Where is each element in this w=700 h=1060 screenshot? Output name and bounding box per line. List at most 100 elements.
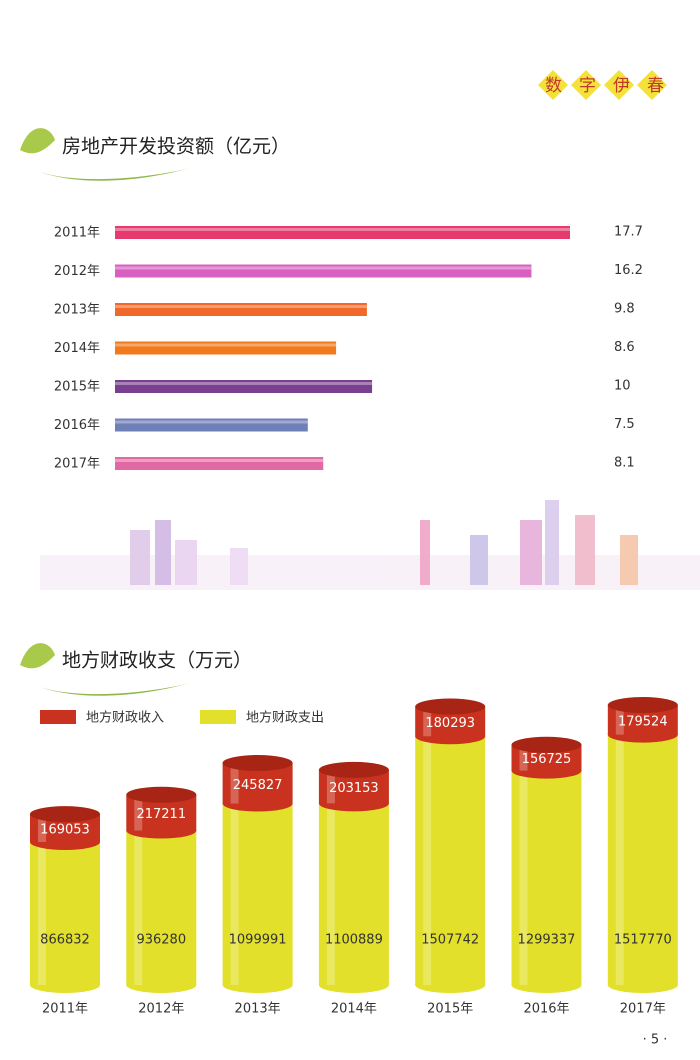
- bar-gloss: [38, 842, 46, 985]
- y-tick-label: 2014年: [54, 341, 100, 356]
- value-label: 866832: [40, 933, 90, 948]
- building: [175, 540, 197, 585]
- building: [545, 500, 559, 585]
- cylinder-cap: [30, 806, 100, 823]
- value-label: 169053: [40, 823, 90, 838]
- bar: [222, 803, 293, 985]
- value-label: 180293: [425, 716, 475, 731]
- building: [230, 548, 248, 585]
- cylinder-cap: [607, 697, 678, 713]
- bar-gloss: [423, 706, 432, 737]
- leaf-icon: [20, 643, 190, 696]
- building: [420, 520, 430, 585]
- bar-gloss: [115, 459, 324, 462]
- value-label: 203153: [329, 781, 379, 796]
- badge: [637, 70, 667, 100]
- bar: [115, 418, 308, 432]
- y-tick-label: 2016年: [54, 418, 100, 433]
- value-label: 245827: [233, 778, 283, 793]
- bar: [115, 264, 532, 278]
- x-tick-label: 2017年: [620, 1002, 666, 1017]
- bar: [115, 457, 324, 470]
- x-tick-label: 2015年: [427, 1002, 473, 1017]
- bar-gloss: [230, 762, 239, 804]
- header-badges: [538, 70, 667, 100]
- leaf: [20, 643, 55, 669]
- bar-gloss: [519, 744, 528, 771]
- y-tick-label: 2011年: [54, 226, 100, 241]
- bar-gloss: [115, 420, 308, 424]
- cylinder-cap: [415, 698, 486, 715]
- legend-label: 地方财政收入: [86, 710, 164, 726]
- value-label: 1299337: [518, 933, 576, 948]
- bar: [115, 303, 367, 316]
- building: [520, 520, 542, 585]
- building: [575, 515, 595, 585]
- bar-gloss: [230, 803, 239, 985]
- badge: [538, 70, 568, 100]
- value-label: 16.2: [614, 263, 643, 278]
- x-tick-label: 2012年: [138, 1002, 184, 1017]
- building: [130, 530, 150, 585]
- building: [470, 535, 488, 585]
- value-label: 8.6: [614, 340, 635, 355]
- bar-gloss: [326, 769, 335, 804]
- bar: [115, 341, 337, 355]
- cylinder-cap: [318, 761, 389, 778]
- value-label: 156725: [522, 752, 572, 767]
- bar-gloss: [423, 736, 432, 985]
- legend-label: 地方财政支出: [246, 710, 324, 726]
- value-label: 1100889: [325, 933, 383, 948]
- badge: [571, 70, 601, 100]
- bar-gloss: [326, 803, 335, 985]
- value-label: 7.5: [614, 417, 635, 432]
- legend-swatch: [200, 710, 236, 724]
- cylinder-cap: [511, 736, 582, 753]
- leaf-stroke: [40, 168, 190, 181]
- value-label: 17.7: [614, 225, 643, 240]
- bar-gloss: [38, 814, 46, 843]
- bar: [607, 734, 678, 985]
- bar: [415, 736, 486, 985]
- bar-gloss: [519, 770, 528, 985]
- page-number: · 5 ·: [643, 1033, 668, 1048]
- value-label: 179524: [618, 714, 668, 729]
- x-tick-label: 2011年: [42, 1002, 88, 1017]
- bar-gloss: [115, 305, 367, 308]
- bar-gloss: [134, 794, 143, 831]
- cylinder-cap: [222, 754, 293, 771]
- y-tick-label: 2012年: [54, 264, 100, 279]
- bar: [126, 830, 197, 985]
- x-tick-label: 2014年: [331, 1002, 377, 1017]
- bar-gloss: [115, 228, 570, 231]
- value-label: 9.8: [614, 302, 635, 317]
- bar: [30, 842, 100, 985]
- bar-gloss: [615, 705, 624, 735]
- bar-gloss: [115, 343, 337, 347]
- bar-gloss: [115, 266, 532, 270]
- y-tick-label: 2013年: [54, 303, 100, 318]
- x-tick-label: 2016年: [523, 1002, 569, 1017]
- value-label: 936280: [136, 933, 186, 948]
- bar-gloss: [115, 382, 373, 385]
- y-tick-label: 2015年: [54, 380, 100, 395]
- bar: [511, 770, 582, 985]
- chart-title: 房地产开发投资额（亿元）: [62, 136, 290, 158]
- value-label: 1517770: [614, 933, 672, 948]
- badge: [604, 70, 634, 100]
- bar-gloss: [134, 830, 143, 985]
- value-label: 217211: [136, 807, 186, 822]
- bar-gloss: [615, 734, 624, 985]
- leaf-stroke: [40, 683, 190, 696]
- x-tick-label: 2013年: [235, 1002, 281, 1017]
- leaf: [20, 128, 55, 154]
- building: [620, 535, 638, 585]
- header-title: 数字伊春: [545, 76, 681, 96]
- bar: [318, 803, 389, 985]
- bar: [115, 380, 373, 393]
- leaf-icon: [20, 128, 190, 181]
- value-label: 1099991: [229, 933, 287, 948]
- chart-title: 地方财政收支（万元）: [62, 650, 252, 672]
